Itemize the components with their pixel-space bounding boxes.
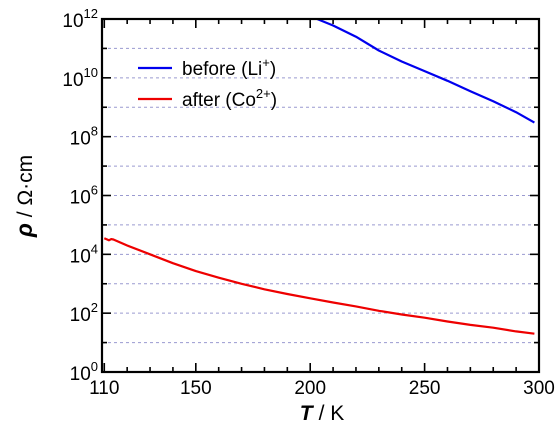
y-tick-label: 1012 [62,6,98,32]
y-tick-label: 104 [70,241,98,267]
y-tick-label: 1010 [62,65,98,91]
grid-lines [102,47,539,344]
x-axis-label: T / K [300,402,345,425]
series-line-before [316,17,535,124]
legend-after-sup: 2+ [256,86,271,101]
legend-label-after: after (Co2+) [182,86,277,111]
x-tick-label: 200 [294,378,326,399]
x-tick-label: 300 [523,378,555,399]
y-axis-label: ρ / Ω·cm [11,155,37,238]
legend-after-end: ) [271,90,277,111]
x-tick-label: 150 [180,378,212,399]
y-axis-unit: / Ω·cm [14,155,37,217]
y-tick-label: 108 [70,124,98,150]
x-axis-symbol: T [300,402,315,425]
axis-ticks [102,18,540,373]
legend-after-main: after (Co [182,90,256,111]
y-tick-label: 106 [70,183,98,209]
x-axis-unit: / K [319,402,345,425]
y-axis-symbol: ρ [11,223,37,238]
legend-before-end: ) [270,59,276,80]
y-tick-labels: 100 102 104 106 108 1010 1012 [62,6,98,385]
x-tick-label: 110 [89,378,119,399]
legend-before-sup: + [262,55,270,70]
legend: before (Li+) after (Co2+) [138,55,277,111]
series-layer [103,17,535,335]
legend-label-before: before (Li+) [182,55,276,80]
legend-before-main: before (Li [182,59,262,80]
y-tick-label: 102 [70,300,98,326]
x-tick-labels: 110 150 200 250 300 [89,378,555,399]
y-tick-label: 100 [70,359,98,385]
x-tick-label: 250 [409,378,441,399]
series-line-after [103,237,535,335]
